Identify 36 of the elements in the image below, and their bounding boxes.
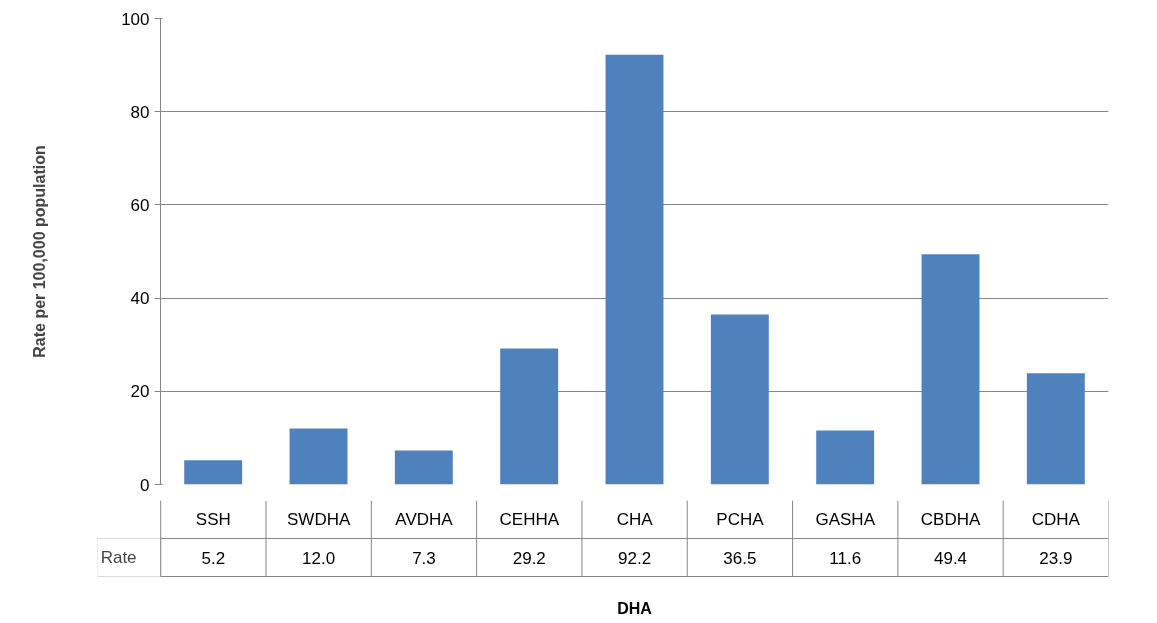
bar [816, 430, 875, 485]
bar [289, 428, 348, 485]
data-label: 7.3 [412, 548, 436, 568]
bar [184, 460, 243, 485]
x-tick-label: PCHA [716, 510, 765, 529]
x-tick-label: CHA [616, 510, 654, 529]
x-axis-title: DHA [617, 600, 653, 617]
x-tick-label: CDHA [1031, 510, 1081, 529]
y-tick-label: 60 [130, 195, 150, 215]
text: Rate [100, 548, 137, 567]
x-tick-label: SSH [195, 510, 231, 529]
x-tick-label: CEHHA [499, 510, 560, 529]
data-label: 23.9 [1039, 548, 1073, 568]
y-tick-label: 0 [140, 475, 150, 495]
x-tick-label: SWDHA [287, 510, 351, 529]
x-tick-label: GASHA [815, 510, 876, 529]
data-label: 49.4 [933, 548, 968, 568]
data-label: 36.5 [723, 548, 757, 568]
y-tick-label: 40 [130, 289, 150, 309]
bar [921, 254, 980, 485]
bar [394, 450, 453, 485]
data-label: 5.2 [201, 548, 226, 568]
bar [605, 54, 664, 485]
bar [500, 348, 559, 485]
y-tick-label: 20 [130, 382, 150, 402]
bar [710, 314, 769, 485]
data-label: 11.6 [829, 548, 862, 568]
data-label: 92.2 [618, 548, 652, 568]
data-label: 12.0 [302, 548, 336, 568]
bar [1026, 373, 1085, 485]
data-label: 29.2 [512, 548, 546, 568]
y-tick-label: 100 [121, 9, 150, 29]
y-axis-title: Rate per 100,000 population [31, 145, 49, 358]
x-tick-label: CBDHA [920, 510, 981, 529]
y-tick-label: 80 [130, 102, 150, 122]
x-tick-label: AVDHA [395, 510, 454, 529]
